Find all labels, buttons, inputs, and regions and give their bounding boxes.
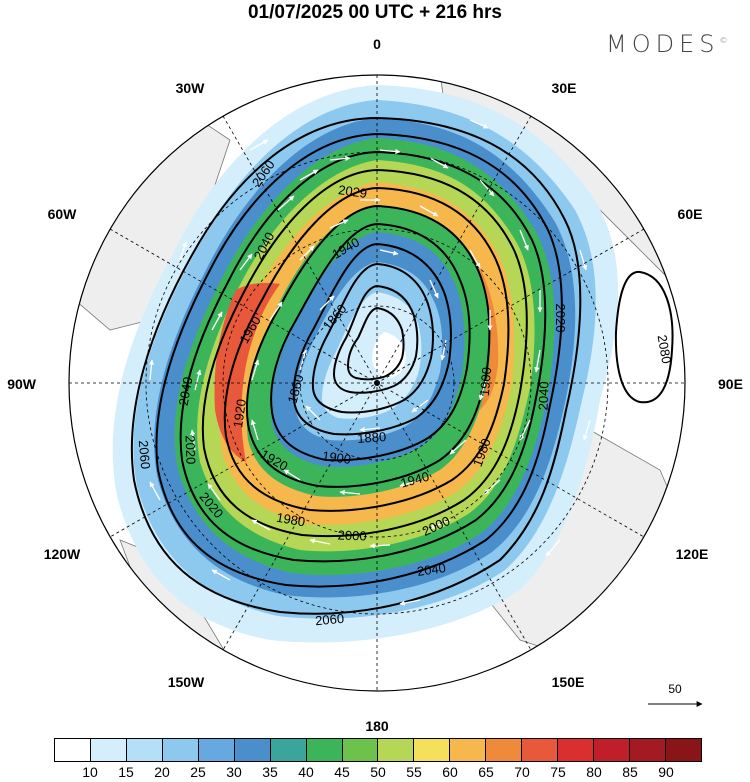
- contour-1980: [223, 186, 510, 512]
- colorbar-tick-label: 90: [658, 764, 674, 780]
- contour-label: 1900: [321, 448, 352, 467]
- map-boundary: [68, 74, 686, 692]
- colorbar-bin: [126, 739, 163, 761]
- lon-label-120w: 120W: [44, 546, 81, 562]
- colorbar-bin: [522, 739, 559, 761]
- colorbar-bin: [486, 739, 523, 761]
- colorbar-tick-label: 80: [586, 764, 602, 780]
- contour-label: 2060: [136, 440, 153, 470]
- contour-label: 2029: [337, 182, 368, 201]
- contour-2080: [614, 270, 674, 404]
- colorbar-bin: [270, 739, 307, 761]
- contour-label: 1980: [275, 510, 306, 530]
- colorbar-tick-label: 20: [154, 764, 170, 780]
- colorbar-tick-label: 55: [406, 764, 422, 780]
- colorbar-bin: [665, 739, 701, 761]
- colorbar-bin: [90, 739, 127, 761]
- north-pole-marker: [374, 380, 380, 386]
- wind-vectors: [148, 119, 591, 606]
- lon-label-30e: 30E: [552, 80, 577, 96]
- colorbar-tick-label: 65: [478, 764, 494, 780]
- lon-label-90e: 90E: [718, 376, 743, 392]
- contour-label: 2060: [315, 611, 345, 628]
- contour-label: 1900: [477, 367, 494, 397]
- copyright-mark: ©: [719, 36, 728, 45]
- colorbar-tick-label: 15: [118, 764, 134, 780]
- reference-vector: 50: [640, 682, 710, 712]
- contour-label: 2020: [182, 435, 198, 464]
- contour-label: 2080: [655, 334, 675, 365]
- colorbar-bin: [342, 739, 379, 761]
- contour-label: 1920: [230, 398, 249, 429]
- lon-label-180: 180: [365, 718, 389, 734]
- colorbar-tick-label: 85: [622, 764, 638, 780]
- reference-vector-label: 50: [668, 682, 682, 696]
- contour-label: 2040: [416, 560, 447, 579]
- colorbar-bin: [450, 739, 487, 761]
- contour-label: 2000: [337, 528, 366, 544]
- lon-label-120e: 120E: [676, 546, 709, 562]
- colorbar-tick-label: 60: [442, 764, 458, 780]
- band-70-west: [214, 282, 280, 462]
- colorbar-ticks: 10 15 20 25 30 35 40 45 50 55 60 65 70 75 80 85 90: [54, 764, 702, 782]
- lon-label-60e: 60E: [678, 206, 703, 222]
- colorbar-bin: [378, 739, 415, 761]
- colorbar-tick-label: 70: [514, 764, 530, 780]
- contour-2060: [130, 116, 582, 615]
- contour-labels: 2060 2060 2060 2040 2040 2040 2040 2029 …: [136, 157, 675, 628]
- longitude-labels: 0 180 90W 90E 30W 60W 30E 60E 120W 150W …: [7, 36, 743, 734]
- lon-label-150e: 150E: [552, 674, 585, 690]
- lon-label-0: 0: [373, 36, 381, 52]
- colorbar-bin: [306, 739, 343, 761]
- contour-label: 1860: [285, 373, 307, 405]
- colorbar-bin: [198, 739, 235, 761]
- colorbar: [54, 738, 702, 762]
- colorbar-tick-label: 40: [298, 764, 314, 780]
- colorbar-bin: [55, 739, 91, 761]
- contour-label: 2020: [553, 304, 568, 333]
- colorbar-tick-label: 10: [82, 764, 98, 780]
- modes-logo: MODES©: [606, 30, 727, 58]
- contour-1880: [332, 284, 419, 394]
- colorbar-tick-label: 25: [190, 764, 206, 780]
- lon-label-30w: 30W: [176, 80, 206, 96]
- colorbar-tick-label: 75: [550, 764, 566, 780]
- colorbar-bin: [558, 739, 595, 761]
- contour-2000: [201, 168, 528, 538]
- colorbar-bin: [630, 739, 666, 761]
- contour-label: 2040: [176, 376, 196, 407]
- chart-title: 01/07/2025 00 UTC + 216 hrs: [247, 2, 503, 23]
- contour-1920: [292, 242, 452, 436]
- contour-2040: [155, 132, 563, 588]
- contour-1900: [311, 262, 434, 414]
- contour-label: 2040: [536, 381, 552, 410]
- colorbar-tick-label: 30: [226, 764, 242, 780]
- lon-label-150w: 150W: [168, 674, 205, 690]
- map-disc: [69, 75, 685, 691]
- contour-1940: [270, 222, 471, 462]
- band-inner-10: [322, 292, 422, 419]
- contour-1960: [245, 204, 491, 488]
- contour-label: 1880: [357, 429, 387, 446]
- colorbar-tick-label: 50: [370, 764, 386, 780]
- colorbar-tick-label: 35: [262, 764, 278, 780]
- contour-label: 1940: [399, 469, 431, 491]
- colorbar-bin: [594, 739, 630, 761]
- colorbar-tick-label: 45: [334, 764, 350, 780]
- lon-label-60w: 60W: [48, 206, 78, 222]
- colorbar-bin: [162, 739, 199, 761]
- colorbar-bin: [234, 739, 271, 761]
- brand-name: MODES: [606, 30, 720, 58]
- lon-label-90w: 90W: [7, 376, 37, 392]
- reference-arrow-icon: [648, 701, 703, 707]
- geopotential-contours: [130, 116, 674, 615]
- contour-2020: [179, 150, 547, 563]
- colorbar-bin: [414, 739, 451, 761]
